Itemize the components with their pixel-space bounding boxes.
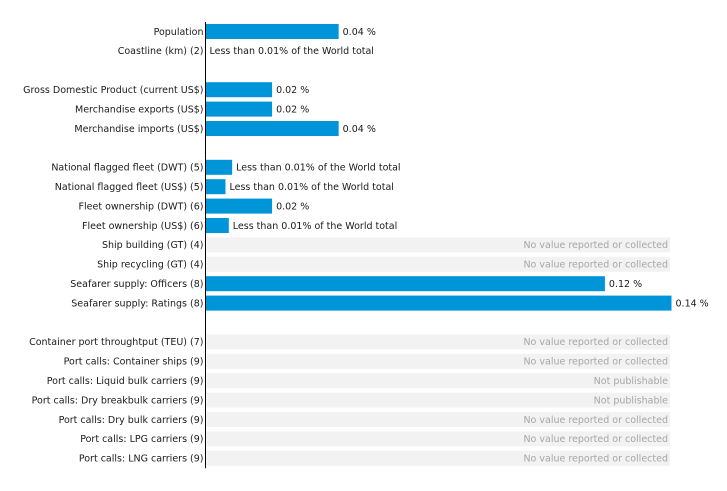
no-data-band xyxy=(206,373,670,389)
value-label: Less than 0.01% of the World total xyxy=(236,163,400,174)
chart-row: Coastline (km) (2) Less than 0.01% of the… xyxy=(118,46,374,57)
no-data-band xyxy=(206,431,670,447)
no-data-label: No value reported or collected xyxy=(523,454,668,465)
no-data-label: No value reported or collected xyxy=(523,240,668,251)
no-data-band xyxy=(206,450,670,466)
chart-row: Port calls: LPG carriers (9) No value rep… xyxy=(80,431,670,447)
bar xyxy=(205,198,273,214)
category-label: Gross Domestic Product (current US$) xyxy=(23,85,203,96)
no-data-label: No value reported or collected xyxy=(523,415,668,426)
no-data-band xyxy=(206,237,670,253)
chart-row: Port calls: Container ships (9) No value … xyxy=(64,353,670,369)
value-label: 0.14 % xyxy=(676,298,709,309)
category-label: Fleet ownership (US$) (6) xyxy=(82,221,203,232)
category-label: Port calls: Dry breakbulk carriers (9) xyxy=(32,395,204,406)
no-data-band xyxy=(206,412,670,427)
chart-row: Ship building (GT) (4) No value reported … xyxy=(102,237,670,253)
chart-rows: Population 0.04 % Coastline (km) (2) Less t… xyxy=(23,24,709,466)
chart-row: Ship recycling (GT) (4) No value reported… xyxy=(97,256,670,272)
chart-row: Seafarer supply: Ratings (8) 0.14 % xyxy=(71,295,709,311)
no-data-band xyxy=(206,392,670,408)
category-label: Merchandise exports (US$) xyxy=(75,104,204,115)
category-label: Container port throughtput (TEU) (7) xyxy=(29,337,203,348)
bar xyxy=(205,24,339,39)
bar xyxy=(205,295,672,311)
category-label: National flagged fleet (DWT) (5) xyxy=(51,163,203,174)
category-label: Port calls: Container ships (9) xyxy=(64,357,204,368)
bar xyxy=(205,218,229,233)
chart-row: Merchandise exports (US$) 0.02 % xyxy=(75,101,309,117)
no-data-label: No value reported or collected xyxy=(523,434,668,445)
chart-row: Gross Domestic Product (current US$) 0.02… xyxy=(23,82,309,98)
category-label: Fleet ownership (DWT) (6) xyxy=(79,201,204,212)
no-data-label: No value reported or collected xyxy=(523,260,668,271)
chart-row: Fleet ownership (DWT) (6) 0.02 % xyxy=(79,198,309,214)
no-data-band xyxy=(206,353,670,369)
no-data-label: Not publishable xyxy=(594,376,668,387)
chart-row: Merchandise imports (US$) 0.04 % xyxy=(74,121,376,136)
chart-row: National flagged fleet (US$) (5) Less tha… xyxy=(55,179,394,195)
no-data-band xyxy=(206,256,670,272)
bar xyxy=(205,121,339,136)
category-label: Port calls: LNG carriers (9) xyxy=(79,454,204,465)
chart-row: Container port throughtput (TEU) (7) No v… xyxy=(29,334,670,350)
bar xyxy=(205,179,226,195)
bar xyxy=(205,101,273,117)
value-label: Less than 0.01% of the World total xyxy=(233,221,397,232)
chart-row: Port calls: Liquid bulk carriers (9) Not … xyxy=(47,373,670,389)
chart-row: Port calls: Dry bulk carriers (9) No valu… xyxy=(59,412,670,427)
category-label: Ship building (GT) (4) xyxy=(102,240,204,251)
bar xyxy=(205,159,233,175)
category-label: Port calls: Dry bulk carriers (9) xyxy=(59,415,204,426)
value-label: Less than 0.01% of the World total xyxy=(229,182,393,193)
bar xyxy=(205,276,605,292)
chart-row: Port calls: LNG carriers (9) No value rep… xyxy=(79,450,670,466)
no-data-band xyxy=(206,334,670,350)
value-label: 0.04 % xyxy=(343,124,376,135)
chart-row: Seafarer supply: Officers (8) 0.12 % xyxy=(70,276,642,292)
value-label: Less than 0.01% of the World total xyxy=(210,46,374,57)
category-label: Coastline (km) (2) xyxy=(118,46,204,57)
category-label: Seafarer supply: Ratings (8) xyxy=(71,298,203,309)
chart-row: National flagged fleet (DWT) (5) Less tha… xyxy=(51,159,401,175)
category-label: Port calls: Liquid bulk carriers (9) xyxy=(47,376,204,387)
value-label: 0.02 % xyxy=(276,201,309,212)
category-label: Ship recycling (GT) (4) xyxy=(97,260,203,271)
category-label: National flagged fleet (US$) (5) xyxy=(55,182,204,193)
no-data-label: Not publishable xyxy=(594,395,668,406)
category-label: Seafarer supply: Officers (8) xyxy=(70,279,203,290)
value-label: 0.12 % xyxy=(609,279,642,290)
chart-row: Port calls: Dry breakbulk carriers (9) No… xyxy=(32,392,670,408)
category-label: Merchandise imports (US$) xyxy=(74,124,203,135)
bar xyxy=(205,82,273,98)
no-data-label: No value reported or collected xyxy=(523,357,668,368)
no-data-label: No value reported or collected xyxy=(523,337,668,348)
value-label: 0.02 % xyxy=(276,85,309,96)
category-label: Population xyxy=(154,27,204,38)
chart-row: Population 0.04 % xyxy=(154,24,376,39)
category-label: Port calls: LPG carriers (9) xyxy=(80,434,203,445)
value-label: 0.04 % xyxy=(343,27,376,38)
chart-row: Fleet ownership (US$) (6) Less than 0.01%… xyxy=(82,218,397,233)
value-label: 0.02 % xyxy=(276,104,309,115)
